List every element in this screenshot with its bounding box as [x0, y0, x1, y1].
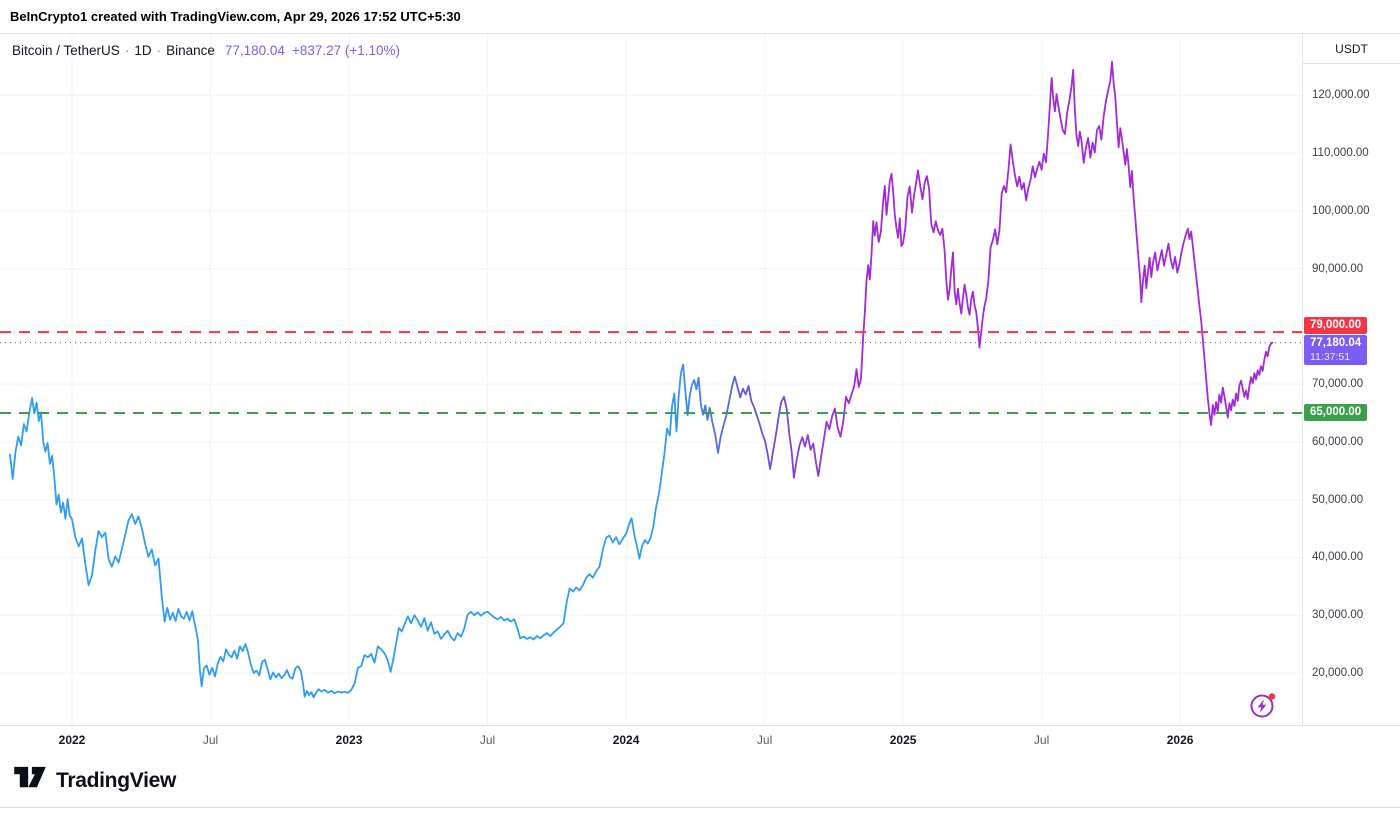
tradingview-logo-icon: [13, 765, 47, 796]
bar-close-countdown: 11:37:51: [1310, 350, 1351, 363]
price-tick-label: 90,000.00: [1312, 262, 1364, 275]
time-tick-year: 2022: [58, 733, 86, 747]
footer: TradingView: [0, 754, 1400, 808]
badge-last: 77,180.04 11:37:51: [1304, 334, 1368, 365]
price-scale[interactable]: 20,000.00 30,000.00 40,000.00 50,000.00 60,0…: [1303, 34, 1400, 725]
interval-label[interactable]: 1D: [134, 43, 152, 58]
last-price-value: 77,180.04: [1310, 336, 1362, 349]
time-tick-year: 2023: [335, 733, 363, 747]
time-tick-month: Jul: [1033, 733, 1050, 747]
credit-text: BeInCrypto1 created with TradingView.com…: [10, 9, 461, 24]
price-tick-label: 40,000.00: [1312, 551, 1364, 564]
price-tick-label: 60,000.00: [1312, 435, 1364, 448]
time-tick-year: 2024: [612, 733, 640, 747]
axis-corner: [1303, 725, 1400, 754]
price-tick-label: 20,000.00: [1312, 667, 1364, 679]
credit-bar: BeInCrypto1 created with TradingView.com…: [0, 0, 1400, 33]
price-tick-label: 50,000.00: [1312, 493, 1364, 506]
price-scale-currency[interactable]: USDT: [1303, 34, 1400, 64]
legend-change: +837.27 (+1.10%): [291, 43, 401, 58]
chart-canvas[interactable]: [0, 34, 1302, 725]
time-tick-year: 2025: [889, 733, 917, 747]
time-tick-month: Jul: [756, 733, 773, 747]
tradingview-logo[interactable]: TradingView: [13, 765, 176, 796]
symbol-name[interactable]: Bitcoin / TetherUS: [12, 43, 120, 58]
chart-area: Bitcoin / TetherUS · 1D · Binance 77,180…: [0, 33, 1400, 754]
chart-plot[interactable]: Bitcoin / TetherUS · 1D · Binance 77,180…: [0, 34, 1303, 725]
badge-upper[interactable]: 79,000.00: [1304, 317, 1368, 335]
tradingview-logo-text: TradingView: [56, 768, 177, 792]
legend-separator: ·: [156, 43, 162, 58]
price-tick-label: 100,000.00: [1312, 204, 1370, 217]
time-tick-year: 2026: [1166, 733, 1194, 747]
symbol-legend[interactable]: Bitcoin / TetherUS · 1D · Binance 77,180…: [12, 43, 400, 58]
price-tick-label: 30,000.00: [1312, 609, 1364, 622]
price-tick-label: 70,000.00: [1312, 378, 1364, 391]
exchange-label: Binance: [166, 43, 215, 58]
time-tick-month: Jul: [202, 733, 219, 747]
flash-icon: [1248, 690, 1278, 720]
time-tick-month: Jul: [479, 733, 496, 747]
time-scale[interactable]: 2022 Jul 2023 Jul 2024 Jul 2025 Jul 2026: [0, 725, 1303, 754]
price-tick-label: 110,000.00: [1312, 147, 1369, 160]
legend-last-price: 77,180.04: [224, 43, 285, 58]
price-tick-label: 120,000.00: [1312, 89, 1370, 102]
legend-separator: ·: [124, 43, 130, 58]
badge-lower[interactable]: 65,000.00: [1304, 404, 1368, 421]
flash-button[interactable]: [1248, 690, 1278, 720]
